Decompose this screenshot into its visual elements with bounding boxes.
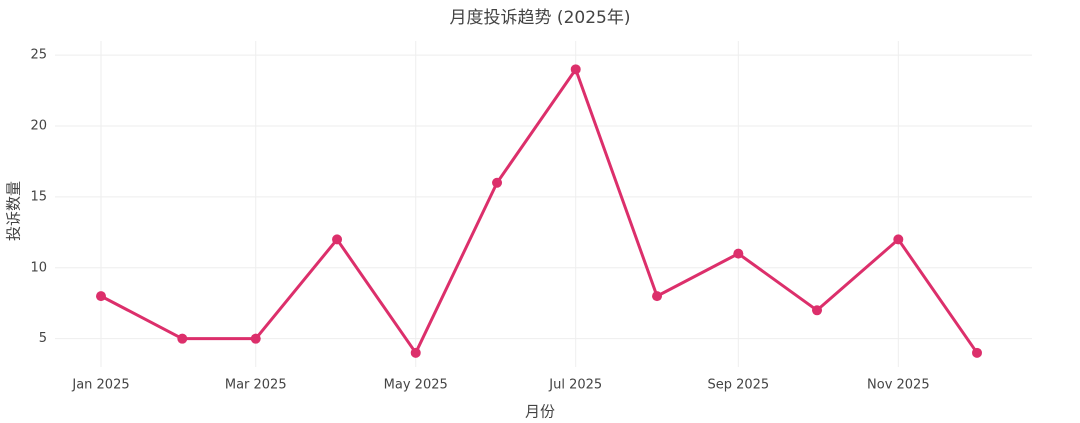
marker [492, 177, 503, 188]
y-tick-label: 25 [30, 48, 47, 63]
y-tick-label: 15 [30, 189, 47, 204]
marker [332, 234, 343, 245]
marker [733, 248, 744, 259]
x-tick-label: Jan 2025 [71, 378, 129, 393]
y-tick-label: 20 [30, 119, 47, 134]
y-tick-label: 10 [30, 260, 47, 275]
x-axis-label: 月份 [525, 403, 555, 421]
y-axis-label: 投诉数量 [5, 181, 23, 241]
marker [570, 64, 581, 75]
marker [972, 347, 982, 358]
marker [410, 347, 421, 358]
marker [652, 291, 663, 302]
x-tick-label: Mar 2025 [225, 378, 287, 393]
marker [812, 305, 823, 316]
marker [893, 234, 904, 245]
x-tick-label: Jul 2025 [548, 378, 602, 393]
marker [177, 333, 188, 344]
y-tick-label: 5 [39, 331, 47, 346]
chart-title: 月度投诉趋势 (2025年) [450, 8, 631, 28]
line [100, 67, 979, 355]
marker [96, 291, 106, 302]
x-tick-label: Nov 2025 [867, 378, 930, 393]
x-tick-label: Sep 2025 [707, 378, 769, 393]
x-tick-label: May 2025 [384, 378, 448, 393]
marker [250, 333, 261, 344]
